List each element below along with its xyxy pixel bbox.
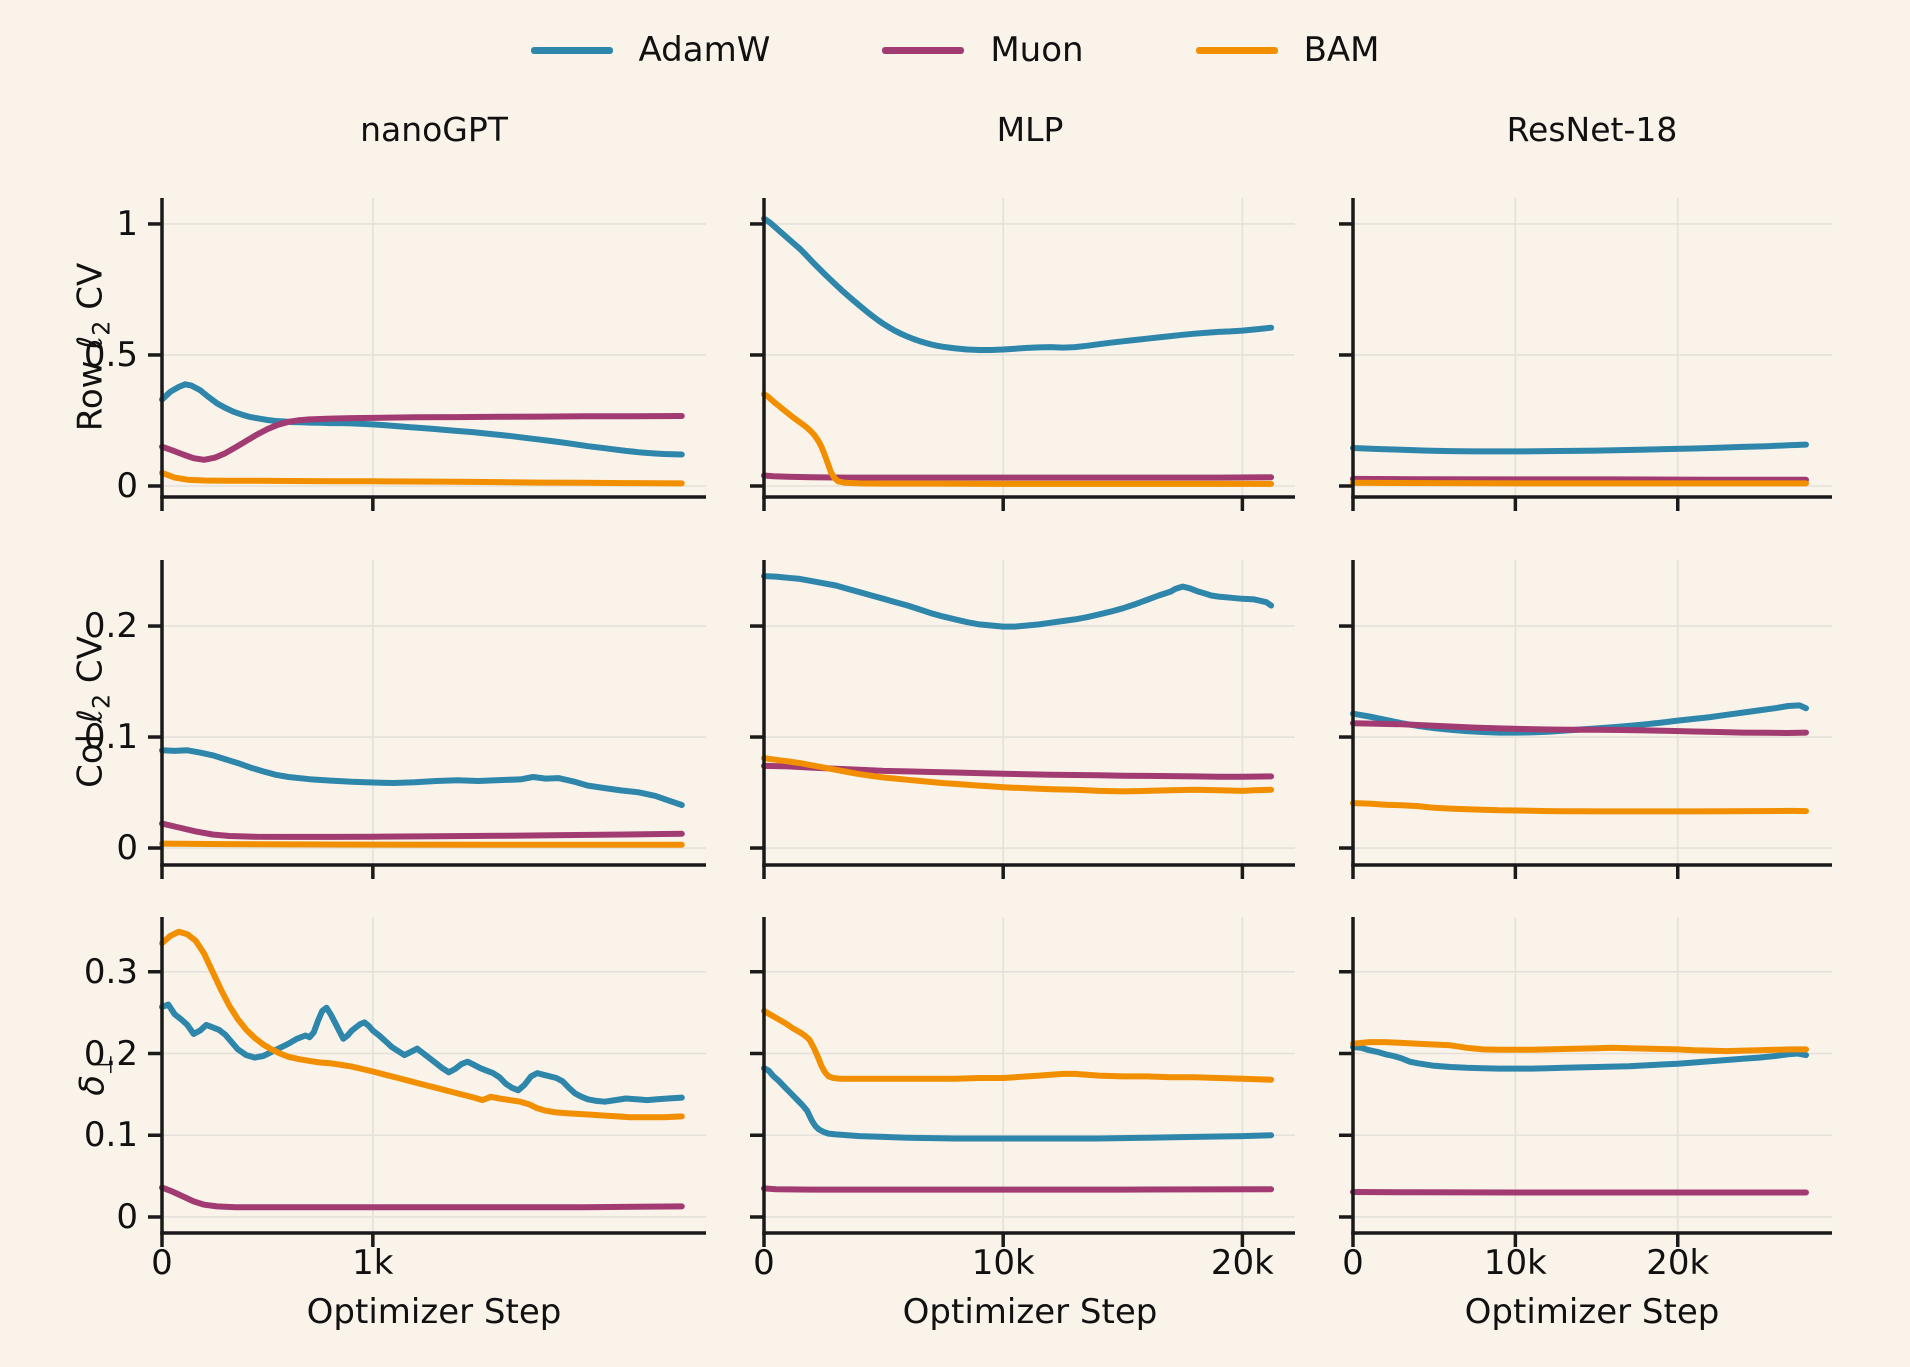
- series-line-bam: [761, 1008, 1275, 1083]
- series-line-adamw: [159, 1001, 685, 1105]
- y-tick-label: 0: [116, 1196, 138, 1237]
- series-line-adamw: [1350, 441, 1809, 455]
- legend-line-muon-icon: [882, 46, 965, 54]
- column-title-resnet18: ResNet-18: [1506, 110, 1678, 149]
- series-line-bam: [159, 840, 685, 848]
- y-tick-label: 0: [116, 465, 138, 506]
- x-tick-label: 1k: [352, 1243, 394, 1283]
- legend-line-adamw-icon: [530, 46, 613, 54]
- series-line-bam: [761, 391, 1275, 487]
- series-line-bam: [1350, 479, 1809, 487]
- x-axis-label-nanogpt: Optimizer Step: [306, 1292, 562, 1332]
- legend-line-bam-icon: [1195, 46, 1278, 54]
- series-line-muon: [159, 820, 685, 840]
- series-line-bam: [159, 928, 685, 1121]
- series-line-adamw: [1350, 1044, 1809, 1072]
- column-title-mlp: MLP: [996, 110, 1064, 149]
- series-line-muon: [1350, 475, 1809, 483]
- series-line-muon: [159, 1184, 685, 1211]
- legend-item-bam: BAM: [1195, 30, 1380, 70]
- x-axis-label-mlp: Optimizer Step: [902, 1292, 1158, 1332]
- x-tick-label: 0: [151, 1243, 173, 1283]
- series-line-adamw: [761, 573, 1275, 630]
- y-tick-label: 0.2: [83, 1033, 138, 1074]
- x-tick-label: 10k: [1483, 1243, 1547, 1283]
- series-line-adamw: [159, 747, 685, 808]
- series-line-muon: [761, 1185, 1275, 1193]
- series-line-muon: [1350, 1189, 1809, 1196]
- x-tick-label: 20k: [1210, 1243, 1274, 1283]
- legend: AdamW Muon BAM: [0, 30, 1910, 70]
- legend-label-muon: Muon: [990, 30, 1084, 70]
- series-line-adamw: [761, 1065, 1275, 1142]
- x-axis-label-resnet18: Optimizer Step: [1464, 1292, 1720, 1332]
- series-line-bam: [1350, 800, 1809, 815]
- legend-item-muon: Muon: [882, 30, 1084, 70]
- series-line-bam: [761, 755, 1275, 795]
- series-line-adamw: [159, 381, 685, 458]
- legend-item-adamw: AdamW: [530, 30, 771, 70]
- legend-label-adamw: AdamW: [638, 30, 771, 70]
- y-tick-label: 0.2: [83, 606, 138, 647]
- y-tick-label: 1: [116, 203, 138, 244]
- column-title-nanogpt: nanoGPT: [360, 110, 508, 149]
- x-tick-label: 20k: [1646, 1243, 1710, 1283]
- legend-label-bam: BAM: [1303, 30, 1380, 70]
- y-tick-label: 0.1: [83, 1115, 138, 1156]
- y-tick-label: 0.3: [83, 951, 138, 992]
- y-tick-label: 0: [116, 828, 138, 869]
- series-line-bam: [1350, 1039, 1809, 1055]
- y-axis-label-col-l2-cv: Col ℓ2 CV: [70, 636, 116, 788]
- series-line-adamw: [761, 215, 1275, 353]
- y-tick-label: 0.5: [83, 334, 138, 375]
- series-line-bam: [159, 469, 685, 487]
- series-line-muon: [1350, 720, 1809, 736]
- x-tick-label: 10k: [971, 1243, 1035, 1283]
- y-tick-label: 0.1: [83, 717, 138, 758]
- series-line-muon: [761, 472, 1275, 481]
- series-line-muon: [159, 413, 685, 463]
- x-tick-label: 0: [1342, 1243, 1364, 1283]
- x-tick-label: 0: [753, 1243, 775, 1283]
